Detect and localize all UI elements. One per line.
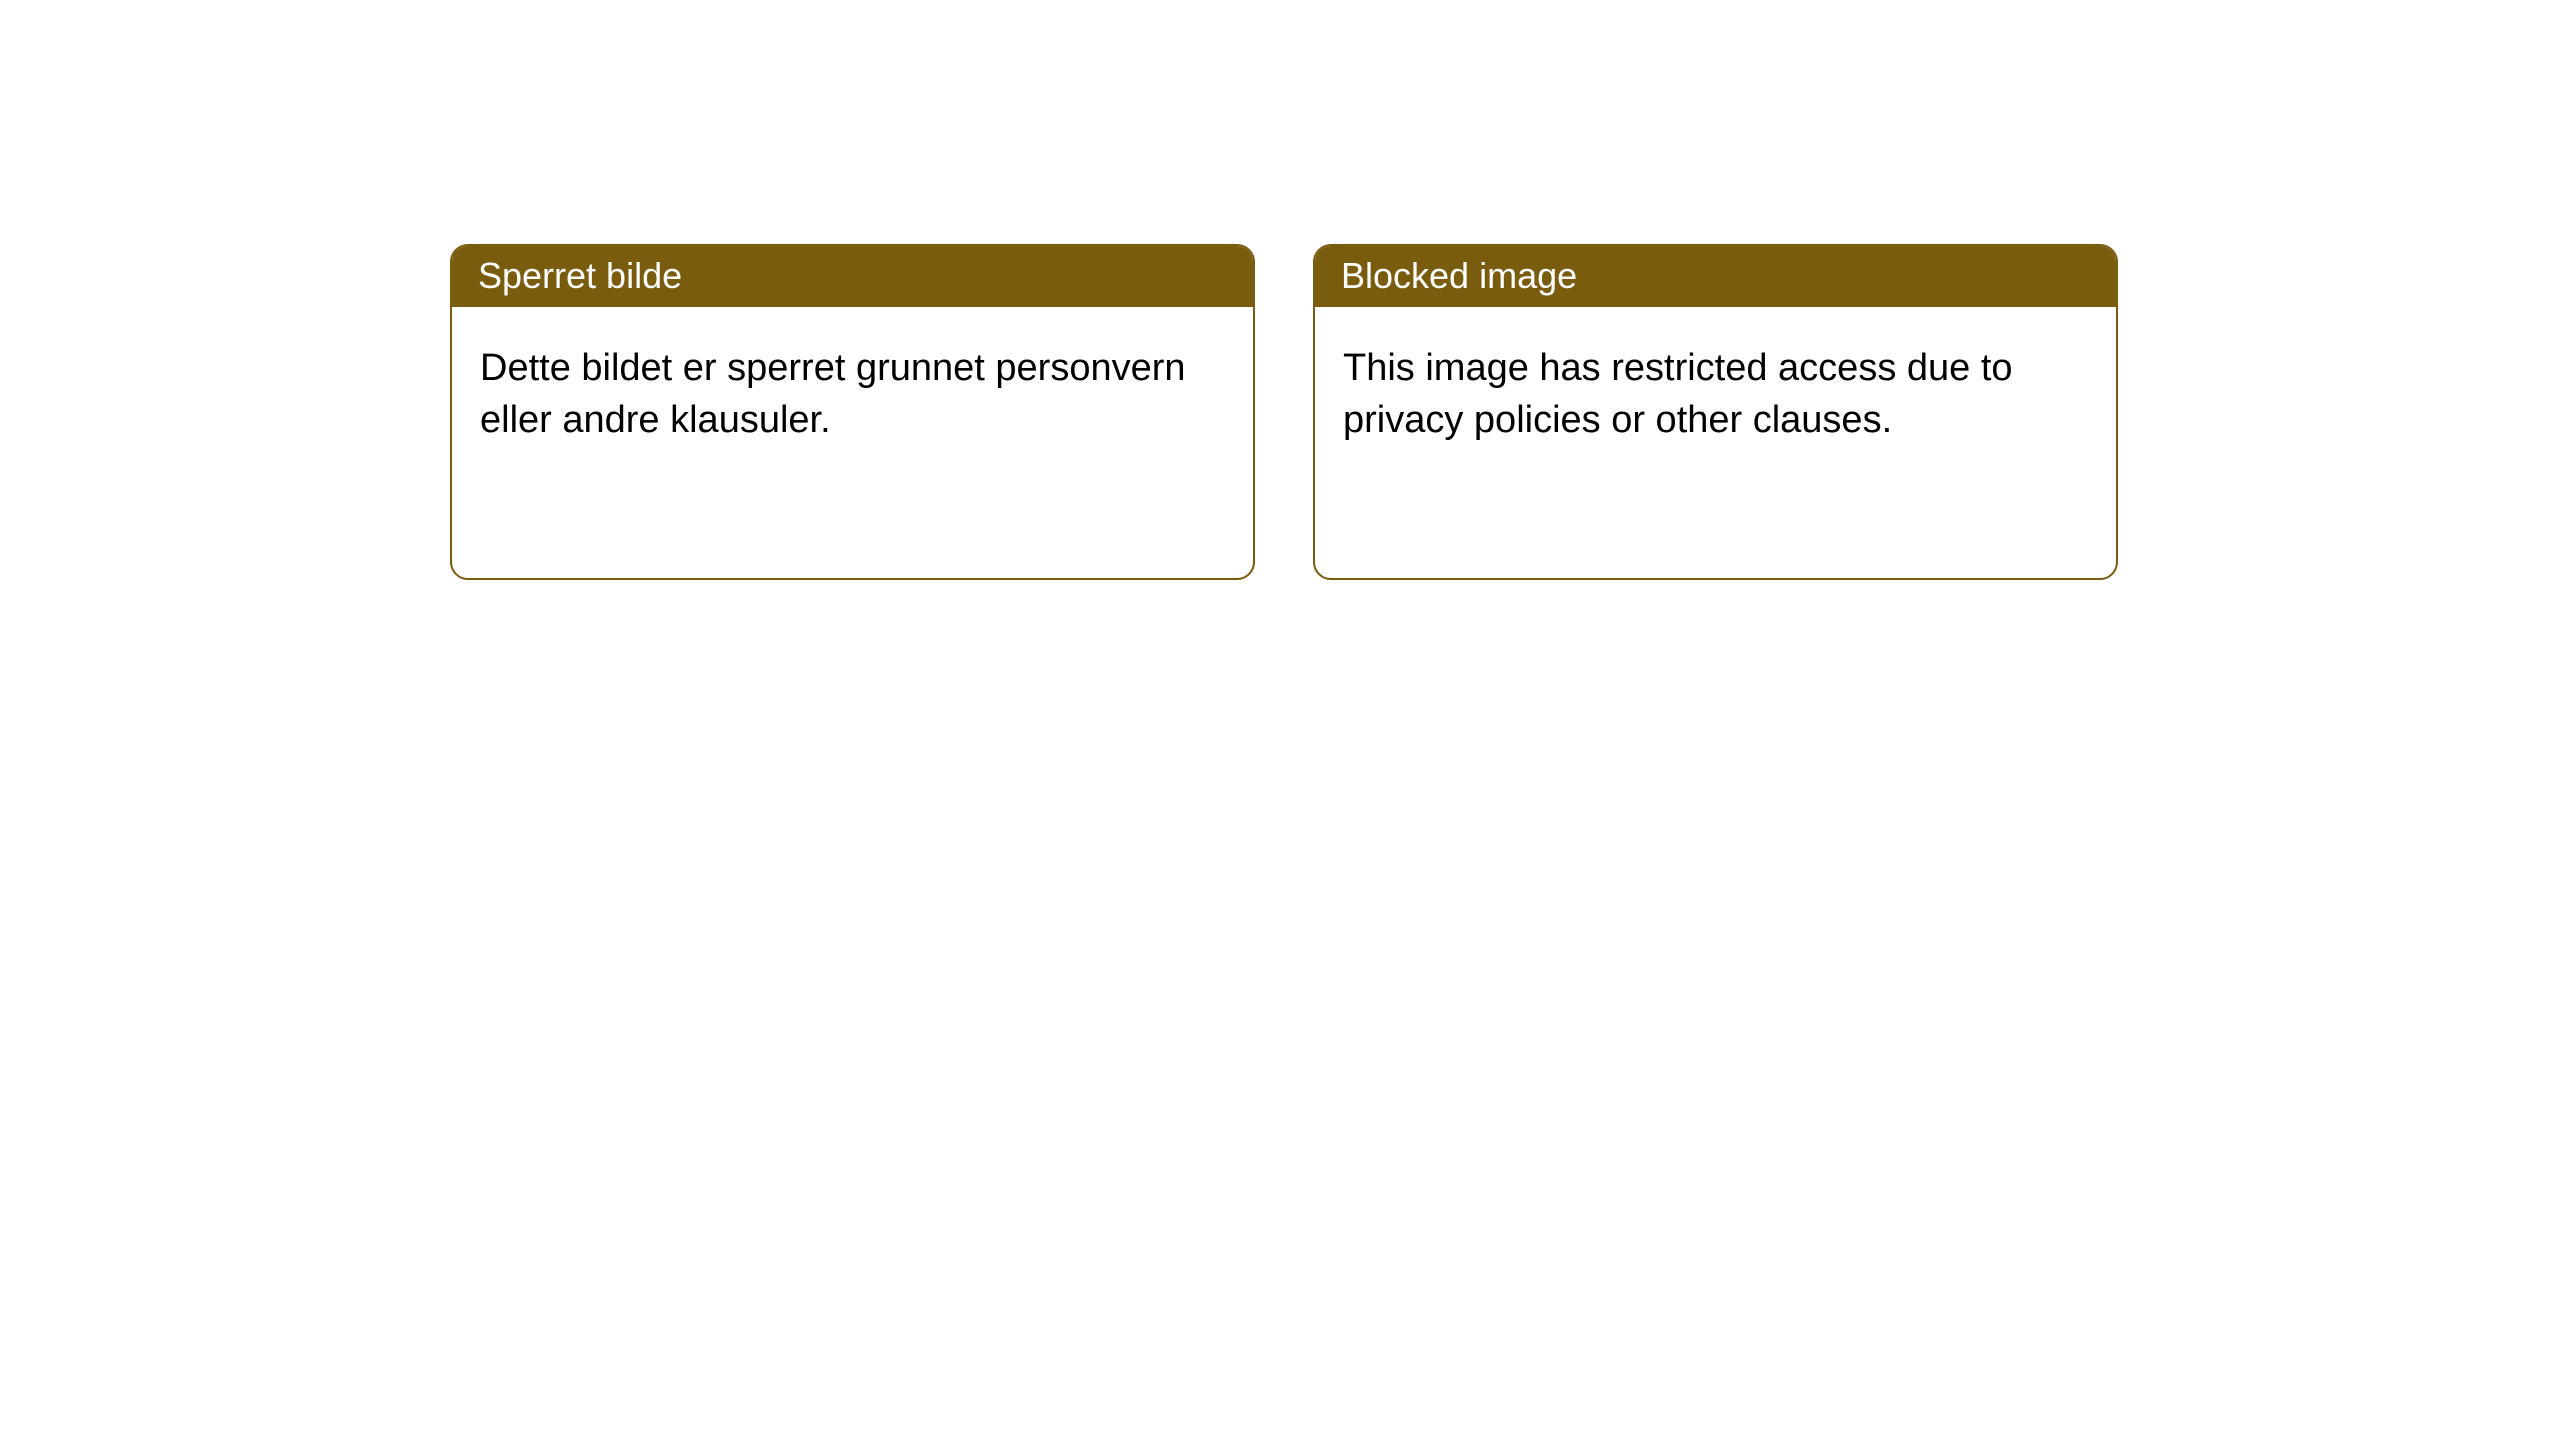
notice-body-norwegian: Dette bildet er sperret grunnet personve…: [452, 307, 1253, 474]
notice-container: Sperret bilde Dette bildet er sperret gr…: [0, 0, 2560, 580]
notice-card-norwegian: Sperret bilde Dette bildet er sperret gr…: [450, 244, 1255, 580]
notice-card-english: Blocked image This image has restricted …: [1313, 244, 2118, 580]
notice-title-english: Blocked image: [1315, 246, 2116, 307]
notice-title-norwegian: Sperret bilde: [452, 246, 1253, 307]
notice-body-english: This image has restricted access due to …: [1315, 307, 2116, 474]
